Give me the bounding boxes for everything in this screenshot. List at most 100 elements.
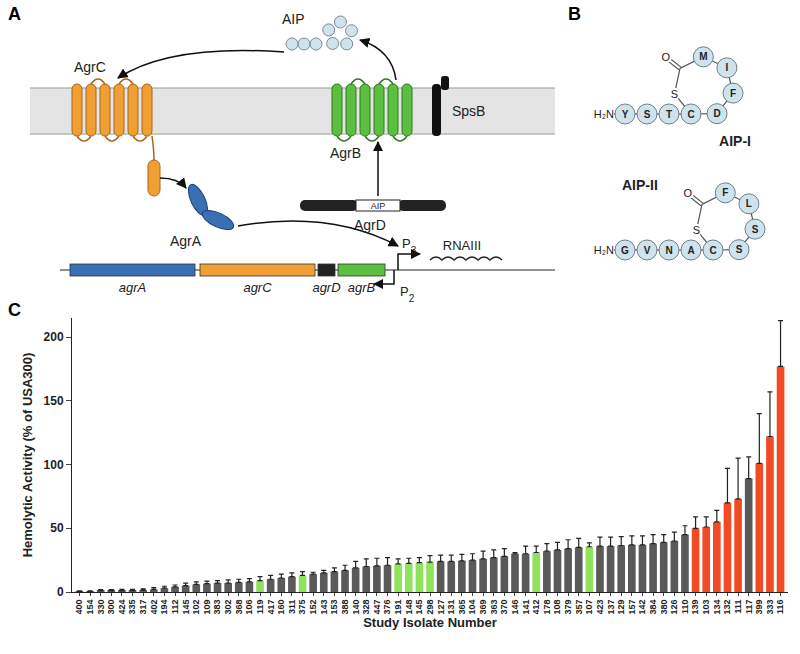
svg-text:388: 388 (340, 600, 350, 615)
svg-text:I: I (726, 62, 729, 73)
svg-text:S: S (736, 244, 743, 255)
svg-text:311: 311 (287, 600, 297, 615)
svg-text:412: 412 (531, 600, 541, 615)
svg-text:145: 145 (181, 600, 191, 615)
svg-text:agrD: agrD (312, 280, 340, 295)
svg-text:O: O (683, 187, 692, 199)
svg-text:A: A (8, 4, 21, 24)
svg-text:AgrC: AgrC (74, 59, 106, 75)
svg-text:RNAIII: RNAIII (443, 238, 481, 253)
svg-text:384: 384 (648, 600, 658, 615)
svg-text:103: 103 (701, 600, 711, 615)
svg-text:328: 328 (361, 600, 371, 615)
svg-text:agrC: agrC (243, 280, 272, 295)
svg-text:380: 380 (659, 600, 669, 615)
svg-text:383: 383 (212, 600, 222, 615)
svg-text:agrB: agrB (348, 280, 376, 295)
svg-text:317: 317 (138, 600, 148, 615)
svg-text:C: C (687, 109, 694, 120)
svg-text:153: 153 (329, 600, 339, 615)
svg-text:V: V (644, 245, 651, 256)
svg-text:AIP-II: AIP-II (622, 177, 658, 193)
svg-text:376: 376 (382, 600, 392, 615)
svg-text:424: 424 (117, 600, 127, 615)
svg-text:107: 107 (584, 600, 594, 615)
svg-text:M: M (699, 51, 707, 62)
svg-text:P2: P2 (400, 284, 415, 304)
svg-text:F: F (730, 88, 736, 99)
svg-text:298: 298 (425, 600, 435, 615)
svg-text:116: 116 (775, 600, 785, 615)
svg-text:117: 117 (744, 600, 754, 615)
svg-text:L: L (746, 198, 752, 209)
svg-text:399: 399 (754, 600, 764, 615)
svg-text:127: 127 (436, 600, 446, 615)
svg-text:157: 157 (627, 600, 637, 615)
svg-text:AIP: AIP (282, 11, 305, 27)
svg-text:109: 109 (202, 600, 212, 615)
svg-text:178: 178 (542, 600, 552, 615)
svg-text:146: 146 (510, 600, 520, 615)
svg-text:447: 447 (372, 600, 382, 615)
svg-text:AgrA: AgrA (170, 233, 202, 249)
svg-text:379: 379 (563, 600, 573, 615)
svg-text:104: 104 (467, 600, 477, 615)
svg-text:102: 102 (191, 600, 201, 615)
svg-text:P3: P3 (402, 236, 417, 256)
svg-text:129: 129 (616, 600, 626, 615)
svg-text:Hemolytic Activity (% of USA30: Hemolytic Activity (% of USA300) (20, 353, 35, 558)
svg-text:134: 134 (712, 600, 722, 615)
svg-text:C: C (8, 300, 21, 320)
svg-text:H₂N: H₂N (594, 244, 614, 256)
svg-text:100: 100 (44, 458, 64, 472)
svg-text:369: 369 (478, 600, 488, 615)
svg-text:363: 363 (489, 600, 499, 615)
svg-text:142: 142 (637, 600, 647, 615)
svg-text:D: D (713, 108, 720, 119)
svg-text:106: 106 (244, 600, 254, 615)
svg-text:H₂N: H₂N (594, 108, 614, 120)
svg-text:140: 140 (351, 600, 361, 615)
svg-text:108: 108 (552, 600, 562, 615)
svg-text:370: 370 (499, 600, 509, 615)
svg-text:148: 148 (404, 600, 414, 615)
svg-text:357: 357 (574, 600, 584, 615)
svg-text:402: 402 (149, 600, 159, 615)
svg-text:139: 139 (691, 600, 701, 615)
svg-text:Study Isolate Number: Study Isolate Number (363, 615, 497, 630)
svg-text:143: 143 (319, 600, 329, 615)
svg-text:132: 132 (722, 600, 732, 615)
svg-text:333: 333 (765, 600, 775, 615)
svg-text:A: A (687, 245, 694, 256)
svg-text:agrA: agrA (119, 280, 146, 295)
svg-text:154: 154 (85, 600, 95, 615)
svg-text:0: 0 (57, 585, 64, 599)
svg-text:B: B (568, 4, 581, 24)
svg-text:302: 302 (223, 600, 233, 615)
svg-text:S: S (752, 224, 759, 235)
svg-text:400: 400 (74, 600, 84, 615)
svg-text:G: G (621, 245, 629, 256)
svg-text:141: 141 (521, 600, 531, 615)
svg-text:335: 335 (127, 600, 137, 615)
svg-text:131: 131 (446, 600, 456, 615)
svg-text:191: 191 (393, 600, 403, 615)
svg-text:AgrB: AgrB (330, 145, 361, 161)
svg-text:152: 152 (308, 600, 318, 615)
svg-text:330: 330 (96, 600, 106, 615)
svg-text:C: C (709, 245, 716, 256)
svg-text:145: 145 (414, 600, 424, 615)
svg-text:S: S (644, 109, 651, 120)
svg-text:50: 50 (50, 521, 64, 535)
svg-text:112: 112 (170, 600, 180, 615)
svg-text:200: 200 (44, 330, 64, 344)
svg-text:150: 150 (44, 394, 64, 408)
svg-text:S: S (671, 88, 678, 100)
svg-text:126: 126 (669, 600, 679, 615)
svg-text:137: 137 (606, 600, 616, 615)
svg-text:365: 365 (457, 600, 467, 615)
svg-text:AIP-I: AIP-I (719, 133, 751, 149)
svg-text:AIP: AIP (371, 201, 386, 211)
svg-text:417: 417 (266, 600, 276, 615)
svg-text:S: S (693, 224, 700, 236)
